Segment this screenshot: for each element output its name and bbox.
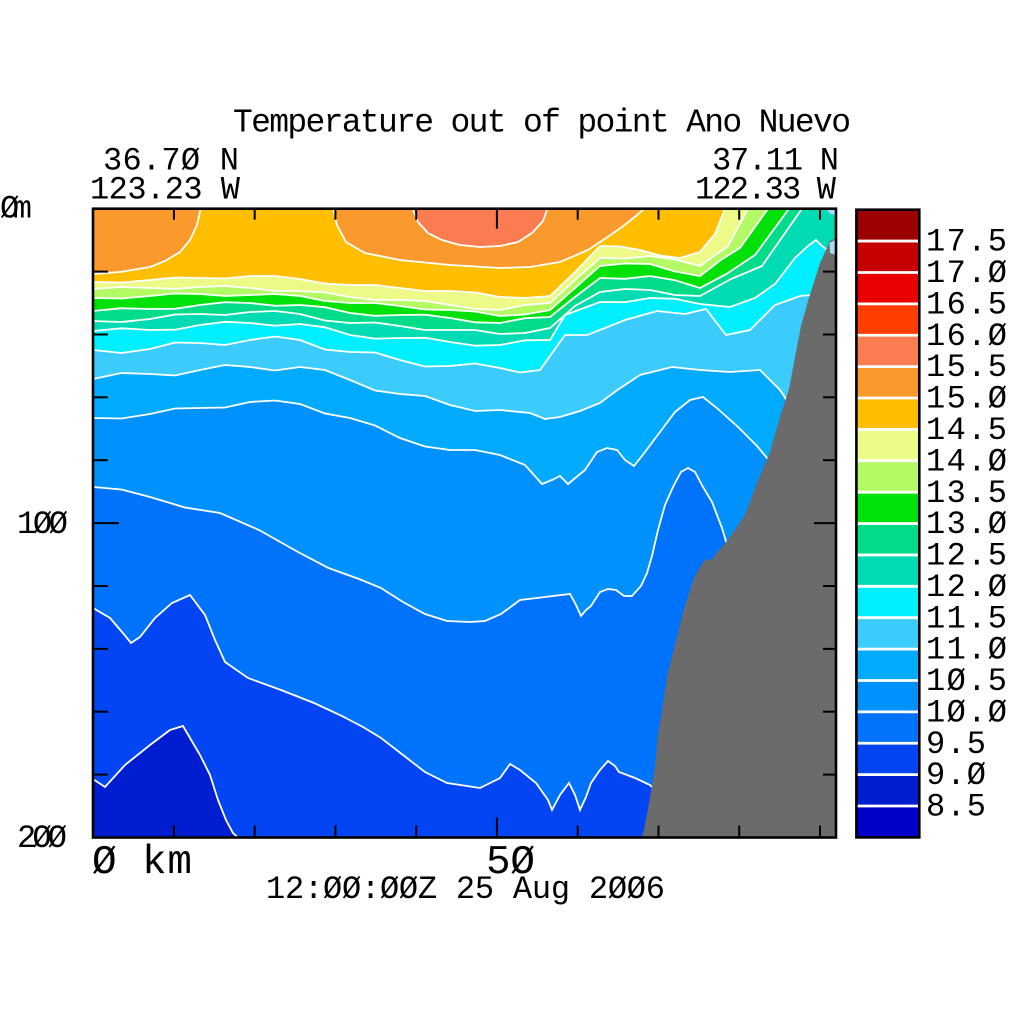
svg-text:11.Ø: 11.Ø — [926, 632, 1007, 669]
svg-text:17.Ø: 17.Ø — [926, 255, 1007, 292]
svg-text:13.5: 13.5 — [926, 475, 1007, 512]
svg-text:15.Ø: 15.Ø — [926, 381, 1007, 418]
svg-text:8.5: 8.5 — [926, 789, 986, 826]
svg-text:2ØØ: 2ØØ — [17, 820, 67, 857]
svg-text:123.23 W: 123.23 W — [90, 172, 241, 209]
svg-text:11.5: 11.5 — [926, 600, 1007, 637]
svg-text:1ØØ: 1ØØ — [17, 506, 68, 543]
svg-text:Øm: Øm — [0, 191, 32, 228]
svg-text:9.5: 9.5 — [926, 726, 986, 763]
svg-text:12:ØØ:ØØZ 25 Aug 2ØØ6: 12:ØØ:ØØZ 25 Aug 2ØØ6 — [266, 871, 665, 908]
svg-text:1Ø.5: 1Ø.5 — [926, 663, 1007, 700]
svg-text:13.Ø: 13.Ø — [926, 506, 1007, 543]
svg-text:14.5: 14.5 — [926, 412, 1007, 449]
svg-text:16.5: 16.5 — [926, 286, 1007, 323]
svg-text:9.Ø: 9.Ø — [926, 757, 986, 794]
svg-text:15.5: 15.5 — [926, 349, 1007, 386]
svg-text:1Ø.Ø: 1Ø.Ø — [926, 694, 1007, 731]
svg-text:17.5: 17.5 — [926, 224, 1007, 261]
svg-text:12.Ø: 12.Ø — [926, 569, 1007, 606]
svg-text:Temperature out of point Ano N: Temperature out of point Ano Nuevo — [233, 105, 851, 142]
svg-text:16.Ø: 16.Ø — [926, 318, 1007, 355]
svg-text:122.33 W: 122.33 W — [695, 172, 837, 209]
svg-text:14.Ø: 14.Ø — [926, 443, 1007, 480]
svg-text:5Ø: 5Ø — [486, 840, 535, 886]
svg-text:Ø: Ø — [92, 840, 117, 886]
svg-text:36.7Ø N: 36.7Ø N — [103, 143, 239, 180]
svg-text:12.5: 12.5 — [926, 538, 1007, 575]
svg-text:km: km — [142, 840, 192, 886]
svg-text:37.11 N: 37.11 N — [712, 143, 839, 180]
